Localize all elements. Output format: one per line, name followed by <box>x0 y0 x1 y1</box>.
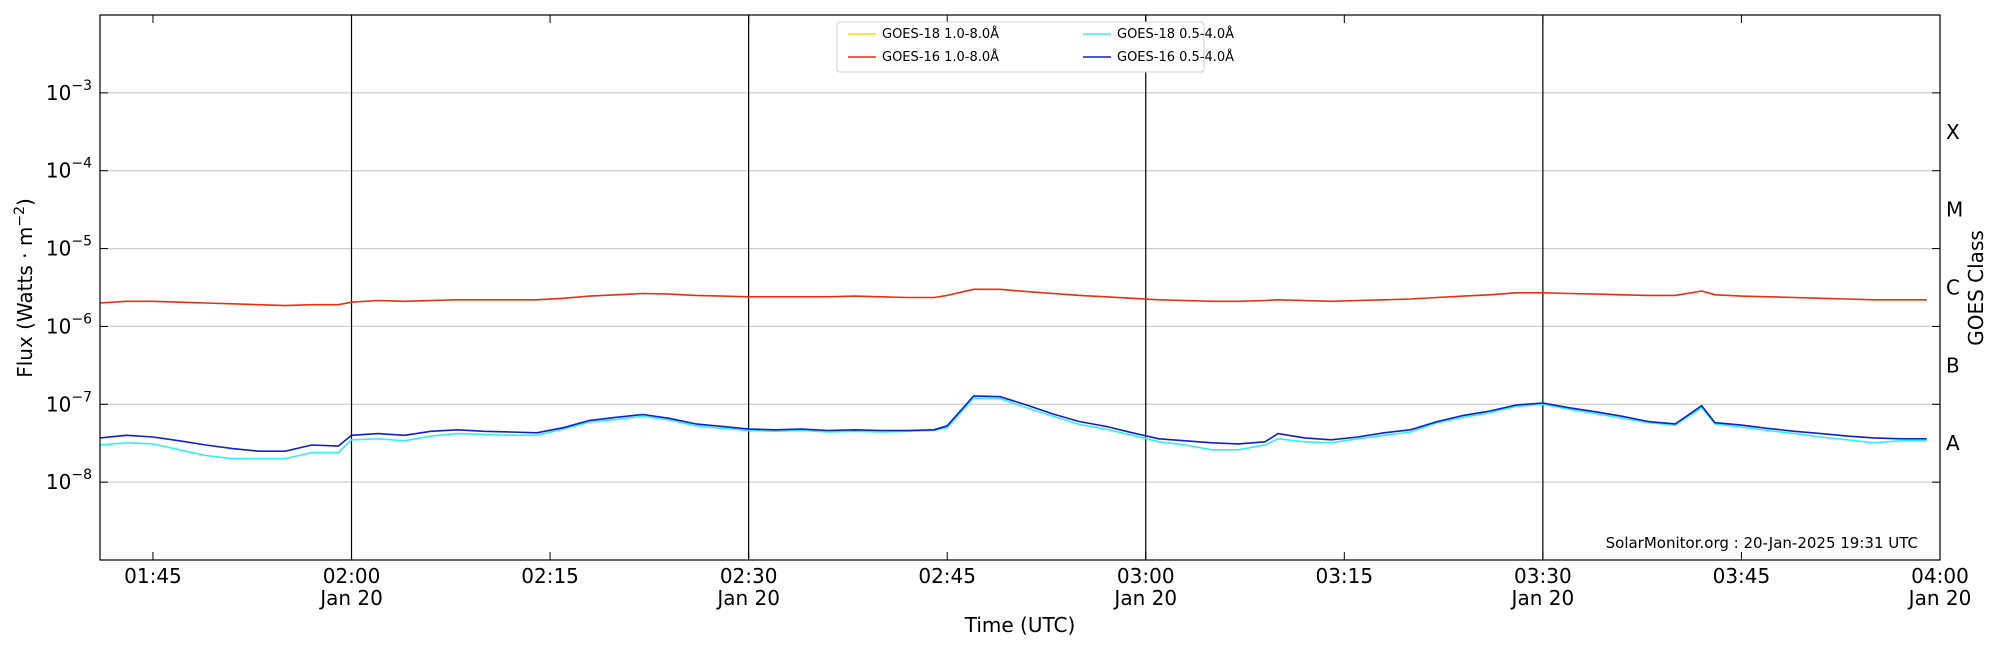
goes-class-label: C <box>1946 276 1960 300</box>
legend-label: GOES-16 0.5-4.0Å <box>1117 49 1234 65</box>
x-tick-label: 01:45 <box>124 564 182 588</box>
watermark: SolarMonitor.org : 20-Jan-2025 19:31 UTC <box>1606 534 1918 552</box>
horizontal-gridlines <box>100 92 1940 483</box>
y-axis-title: Flux (Watts · m−2) <box>12 198 37 378</box>
legend-label: GOES-16 1.0-8.0Å <box>882 49 999 65</box>
y-tick-label-base: 10 <box>46 314 71 338</box>
y-tick-label-base: 10 <box>46 81 71 105</box>
x-tick-date-label: Jan 20 <box>715 586 780 610</box>
x-tick-date-label: Jan 20 <box>1907 586 1972 610</box>
y-axis-ticks: 10−810−710−610−510−410−3 <box>46 78 1940 494</box>
x-tick-label: 02:15 <box>521 564 579 588</box>
x-tick-date-label: Jan 20 <box>1112 586 1177 610</box>
x-tick-label: 03:45 <box>1713 564 1771 588</box>
y-tick-label: 10−3 <box>46 78 92 105</box>
y-tick-label-exponent: −3 <box>71 78 92 94</box>
series-line <box>99 397 1927 460</box>
vertical-time-markers <box>350 15 1544 560</box>
x-tick-label: 02:45 <box>918 564 976 588</box>
plot-frame <box>99 14 1941 561</box>
flux-series-lines <box>99 288 1927 460</box>
legend: GOES-18 1.0-8.0Å GOES-16 1.0-8.0Å GOES-18 … <box>836 21 1234 73</box>
x-tick-label: 02:00 <box>323 564 381 588</box>
y-axis-title-main: Flux (Watts · m <box>13 227 37 378</box>
x-axis-title: Time (UTC) <box>964 613 1076 637</box>
y-tick-label-base: 10 <box>46 392 71 416</box>
legend-box <box>836 21 1205 73</box>
y-tick-label-base: 10 <box>46 159 71 183</box>
x-tick-label: 02:30 <box>720 564 778 588</box>
legend-label: GOES-18 0.5-4.0Å <box>1117 26 1234 42</box>
y-tick-label: 10−8 <box>46 467 92 494</box>
x-tick-label: 03:00 <box>1117 564 1175 588</box>
x-tick-date-label: Jan 20 <box>318 586 383 610</box>
x-tick-date-label: Jan 20 <box>1510 586 1575 610</box>
y-axis-title-exponent: −2 <box>12 206 28 227</box>
x-tick-label: 03:30 <box>1514 564 1572 588</box>
goes-class-label: B <box>1946 353 1960 377</box>
goes-class-label: X <box>1946 120 1960 144</box>
right-axis-title: GOES Class <box>1964 230 1988 346</box>
y-tick-label-base: 10 <box>46 470 71 494</box>
x-tick-label: 04:00 <box>1911 564 1969 588</box>
y-tick-label-exponent: −7 <box>71 389 92 405</box>
y-tick-label-base: 10 <box>46 237 71 261</box>
goes-class-label: A <box>1946 431 1960 455</box>
y-tick-label-exponent: −5 <box>71 234 92 250</box>
y-tick-label-exponent: −8 <box>71 467 92 483</box>
y-tick-label: 10−5 <box>46 234 92 261</box>
y-tick-label: 10−7 <box>46 389 92 416</box>
legend-label: GOES-18 1.0-8.0Å <box>882 26 999 42</box>
x-tick-label: 03:15 <box>1315 564 1373 588</box>
series-line <box>99 288 1927 307</box>
y-tick-label: 10−6 <box>46 311 92 338</box>
goes-class-labels: A B C M X <box>1946 120 1963 455</box>
y-tick-label-exponent: −6 <box>71 311 92 327</box>
y-axis-title-close: ) <box>13 198 37 206</box>
y-tick-label: 10−4 <box>46 156 92 183</box>
legend-items: GOES-18 1.0-8.0Å GOES-16 1.0-8.0Å GOES-18 … <box>848 26 1234 65</box>
y-tick-label-exponent: −4 <box>71 156 92 172</box>
goes-class-label: M <box>1946 198 1963 222</box>
series-line <box>99 395 1927 453</box>
